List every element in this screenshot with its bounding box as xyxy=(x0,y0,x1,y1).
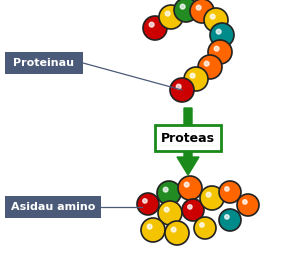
Circle shape xyxy=(200,223,204,227)
Circle shape xyxy=(143,199,147,203)
Circle shape xyxy=(157,181,181,205)
Circle shape xyxy=(164,207,169,212)
Circle shape xyxy=(200,186,224,210)
Circle shape xyxy=(171,227,176,232)
Circle shape xyxy=(184,67,208,91)
Circle shape xyxy=(225,215,229,219)
Circle shape xyxy=(190,73,195,78)
Circle shape xyxy=(219,181,241,203)
Circle shape xyxy=(174,0,198,22)
Circle shape xyxy=(225,187,229,191)
Circle shape xyxy=(188,205,192,209)
Circle shape xyxy=(196,5,201,10)
Circle shape xyxy=(204,8,228,32)
Circle shape xyxy=(176,84,181,89)
Circle shape xyxy=(170,78,194,102)
Circle shape xyxy=(214,46,219,51)
Circle shape xyxy=(190,0,214,23)
Circle shape xyxy=(219,209,241,231)
FancyBboxPatch shape xyxy=(5,52,83,74)
Circle shape xyxy=(243,200,247,204)
Circle shape xyxy=(216,29,221,34)
FancyArrow shape xyxy=(177,108,199,175)
Circle shape xyxy=(210,23,234,47)
Circle shape xyxy=(204,61,209,66)
Circle shape xyxy=(147,224,152,229)
Circle shape xyxy=(178,176,202,200)
Circle shape xyxy=(149,22,154,27)
Circle shape xyxy=(182,199,204,221)
Circle shape xyxy=(210,14,215,19)
Circle shape xyxy=(163,187,168,192)
Circle shape xyxy=(208,40,232,64)
Circle shape xyxy=(165,11,170,16)
Text: Asidau amino: Asidau amino xyxy=(11,202,95,212)
FancyBboxPatch shape xyxy=(5,196,101,218)
Circle shape xyxy=(194,217,216,239)
Circle shape xyxy=(158,201,182,225)
FancyBboxPatch shape xyxy=(155,125,221,151)
Circle shape xyxy=(180,4,185,9)
Circle shape xyxy=(165,221,189,245)
Text: Proteinau: Proteinau xyxy=(13,58,74,68)
Circle shape xyxy=(159,5,183,29)
Circle shape xyxy=(184,182,189,187)
Circle shape xyxy=(141,218,165,242)
Circle shape xyxy=(137,193,159,215)
Circle shape xyxy=(198,55,222,79)
Circle shape xyxy=(237,194,259,216)
Circle shape xyxy=(206,192,211,197)
Circle shape xyxy=(143,16,167,40)
Text: Proteas: Proteas xyxy=(161,132,215,144)
